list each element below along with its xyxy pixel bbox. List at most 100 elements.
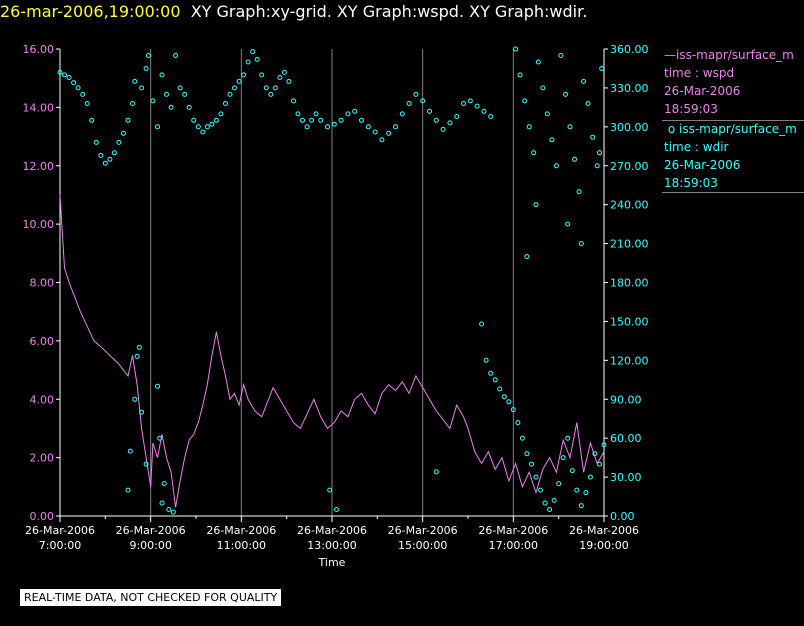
wdir-point <box>102 160 108 166</box>
wdir-point <box>599 66 605 71</box>
wdir-point <box>245 59 251 65</box>
wdir-point <box>334 507 339 512</box>
wdir-point <box>365 124 371 130</box>
wdir-point <box>479 321 485 327</box>
wdir-point <box>569 468 575 474</box>
x-tick-time: 13:00:00 <box>307 539 356 552</box>
wdir-point <box>533 202 539 208</box>
wdir-point <box>406 101 412 106</box>
wdir-point <box>526 124 532 130</box>
wdir-point <box>182 91 188 97</box>
wdir-point <box>223 101 228 106</box>
wdir-point <box>277 75 283 80</box>
wdir-point <box>506 399 512 405</box>
wdir-point <box>522 98 528 104</box>
wdir-point <box>218 111 224 117</box>
y-right-tick-label: 270.00 <box>610 160 649 173</box>
legend-wspd-time: 18:59:03 <box>664 102 718 116</box>
wdir-point <box>170 509 176 515</box>
wspd-series <box>59 194 605 508</box>
legend-wdir-time: 18:59:03 <box>664 176 718 190</box>
grid-lines <box>150 49 605 516</box>
wdir-point <box>590 134 596 140</box>
wdir-point <box>57 69 63 75</box>
x-tick-date: 26-Mar-2006 <box>478 524 548 537</box>
wdir-point <box>540 85 546 91</box>
wdir-point <box>556 481 562 487</box>
wdir-point <box>263 85 269 91</box>
wdir-point <box>125 487 131 493</box>
disclaimer: REAL-TIME DATA, NOT CHECKED FOR QUALITY <box>20 589 282 606</box>
wdir-point <box>121 130 126 136</box>
wdir-point <box>309 117 315 123</box>
y-left-tick-label: 6.00 <box>30 335 55 348</box>
wdir-point <box>177 85 183 91</box>
wdir-point <box>497 386 503 392</box>
x-tick-time: 11:00:00 <box>217 539 266 552</box>
y-right-tick-label: 60.00 <box>610 432 642 445</box>
wdir-point <box>66 75 72 80</box>
y-right-tick-label: 0.00 <box>610 510 635 523</box>
wdir-point <box>209 121 215 127</box>
wdir-point <box>544 111 550 117</box>
wdir-point <box>574 487 580 493</box>
legend-wdir: o iss-mapr/surface_m time : wdir 26-Mar-… <box>664 120 804 192</box>
wdir-point <box>236 78 242 84</box>
wdir-point <box>268 91 274 97</box>
wdir-point <box>139 409 145 415</box>
wdir-point <box>467 98 473 104</box>
wdir-point <box>454 114 460 119</box>
wdir-point <box>161 481 167 487</box>
tick-labels: 0.00 2.00 4.00 6.00 8.00 10.00 12.00 14.00 16.00… <box>23 43 649 569</box>
wdir-point <box>232 85 237 91</box>
wdir-point <box>241 72 247 78</box>
wdir-point <box>71 80 77 86</box>
y-right-tick-label: 210.00 <box>610 238 649 251</box>
wdir-point <box>291 98 296 104</box>
y-right-tick-label: 360.00 <box>610 43 649 56</box>
legend-wdir-date: 26-Mar-2006 <box>664 158 741 172</box>
wdir-point <box>585 101 591 106</box>
wdir-point <box>139 85 145 91</box>
x-tick-time: 17:00:00 <box>489 539 538 552</box>
wdir-point <box>492 377 498 383</box>
wdir-point <box>519 435 525 441</box>
x-tick-time: 15:00:00 <box>398 539 447 552</box>
wdir-point <box>143 66 149 71</box>
wdir-point <box>132 78 138 84</box>
y-left-tick-label: 16.00 <box>23 43 55 56</box>
wdir-point <box>531 150 537 156</box>
y-right-tick-label: 240.00 <box>610 199 649 212</box>
wdir-point <box>107 156 113 162</box>
wdir-point <box>195 124 201 130</box>
wdir-point <box>553 163 559 169</box>
wdir-point <box>549 137 555 143</box>
wdir-point <box>186 104 192 110</box>
x-tick-date: 26-Mar-2006 <box>297 524 367 537</box>
wdir-point <box>440 126 446 132</box>
y-left-tick-label: 2.00 <box>30 452 55 465</box>
x-tick-time: 7:00:00 <box>39 539 81 552</box>
wdir-point <box>592 451 598 457</box>
x-tick-date: 26-Mar-2006 <box>569 524 639 537</box>
y-left-tick-label: 10.00 <box>23 218 55 231</box>
wdir-point <box>157 435 163 441</box>
y-right-tick-label: 120.00 <box>610 354 649 367</box>
y-left-tick-label: 12.00 <box>23 160 55 173</box>
x-tick-date: 26-Mar-2006 <box>116 524 186 537</box>
wdir-point <box>166 507 172 512</box>
chart-title: 26-mar-2006,19:00:00 XY Graph:xy-grid. X… <box>0 0 587 24</box>
wdir-point <box>433 117 439 123</box>
wdir-point <box>517 72 523 78</box>
wdir-point <box>111 150 117 156</box>
wdir-point <box>551 497 557 503</box>
wdir-point <box>576 189 582 195</box>
wdir-point <box>547 507 553 512</box>
wdir-point <box>173 53 179 58</box>
wdir-point <box>488 114 494 119</box>
wdir-point <box>164 91 169 97</box>
wdir-point <box>213 117 219 123</box>
wdir-point <box>295 111 301 117</box>
x-tick-date: 26-Mar-2006 <box>388 524 458 537</box>
